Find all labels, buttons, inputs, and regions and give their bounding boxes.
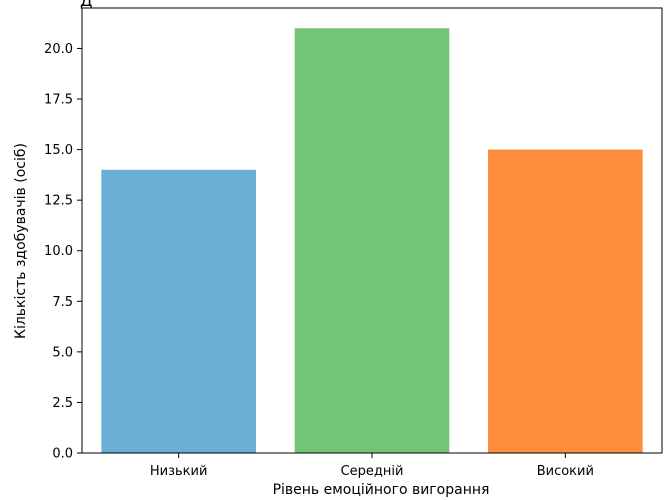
x-axis: Низький Середній Високий bbox=[150, 453, 594, 479]
bar-3 bbox=[488, 149, 643, 453]
y-tick-label: 5.0 bbox=[52, 345, 73, 360]
x-axis-label: Рівень емоційного вигорання bbox=[273, 482, 490, 498]
x-tick-label: Середній bbox=[341, 464, 404, 479]
x-tick-label: Високий bbox=[537, 464, 594, 479]
chart-title: Д bbox=[80, 0, 93, 10]
y-tick-label: 20.0 bbox=[44, 42, 73, 57]
bar-1 bbox=[101, 169, 256, 453]
y-axis-label: Кількість здобувачів (осіб) bbox=[13, 143, 29, 339]
y-tick-label: 7.5 bbox=[52, 295, 73, 310]
y-tick-label: 0.0 bbox=[52, 447, 73, 462]
y-tick-label: 2.5 bbox=[52, 396, 73, 411]
y-tick-label: 12.5 bbox=[44, 194, 73, 209]
y-tick-label: 17.5 bbox=[44, 93, 73, 108]
y-tick-label: 10.0 bbox=[44, 244, 73, 259]
x-tick-label: Низький bbox=[150, 464, 208, 479]
y-tick-label: 15.0 bbox=[44, 143, 73, 158]
y-axis: 0.0 2.5 5.0 7.5 10.0 12.5 15.0 17.5 20.0 bbox=[44, 42, 82, 462]
plot-area bbox=[81, 7, 663, 454]
bar-2 bbox=[294, 28, 450, 454]
